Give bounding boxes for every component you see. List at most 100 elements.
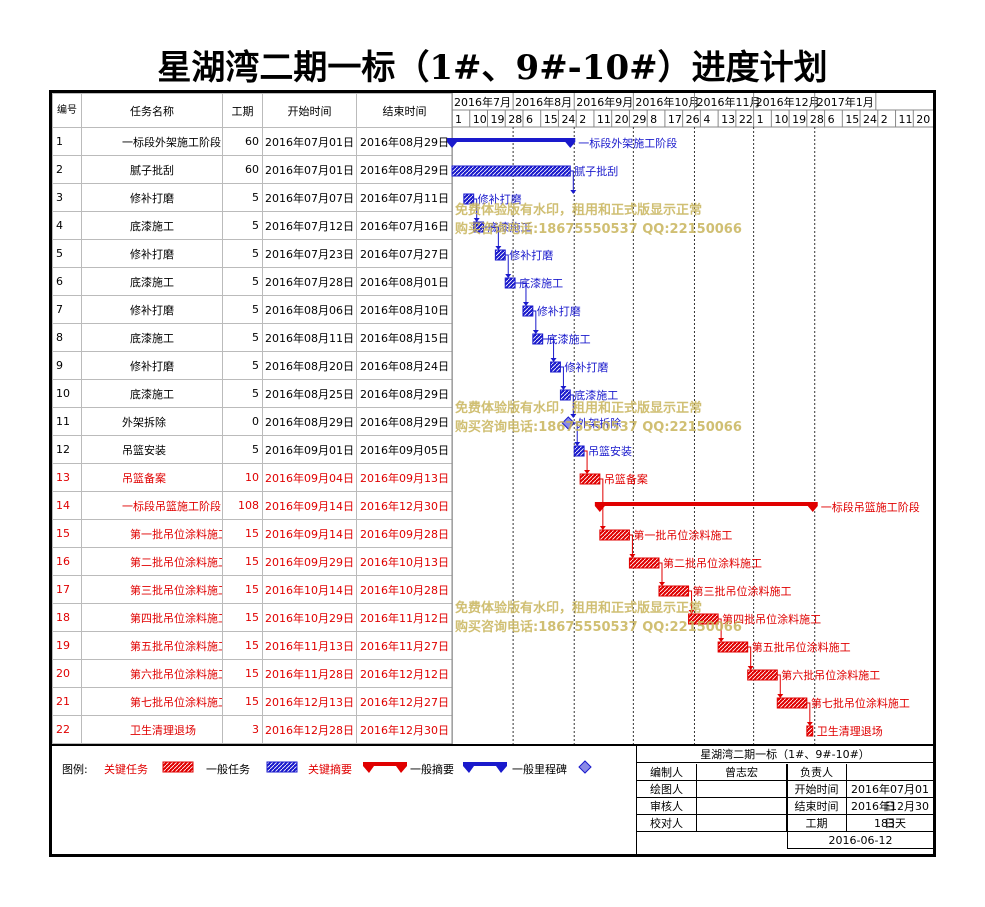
bar-label: 一标段外架施工阶段 xyxy=(578,136,677,150)
dependency-line xyxy=(599,478,604,528)
dependency-line xyxy=(718,618,722,640)
task-start: 2016年07月28日 xyxy=(262,267,357,296)
task-name: 第五批吊位涂料施工 xyxy=(81,631,223,660)
task-end: 2016年09月13日 xyxy=(356,463,453,492)
task-start: 2016年09月14日 xyxy=(262,491,357,520)
legend-critical-task-swatch xyxy=(162,761,194,773)
table-row: 20 第六批吊位涂料施工 15 2016年11月28日 2016年12月12日 xyxy=(52,659,453,688)
col-header-end: 结束时间 xyxy=(356,93,453,128)
bar-label: 外架拆除 xyxy=(577,416,621,430)
dependency-arrow xyxy=(473,218,480,222)
task-bar xyxy=(747,669,778,681)
info-project: 星湖湾二期一标（1#、9#-10#） xyxy=(637,746,934,763)
task-name: 一标段外架施工阶段 xyxy=(81,127,223,156)
dependency-line xyxy=(570,422,578,444)
info-duration: 183天 xyxy=(847,815,934,832)
dependency-arrow xyxy=(550,358,557,362)
bar-label: 吊篮备案 xyxy=(604,472,648,486)
task-end: 2016年12月30日 xyxy=(356,715,453,744)
table-row: 8 底漆施工 5 2016年08月11日 2016年08月15日 xyxy=(52,323,453,352)
task-name: 第三批吊位涂料施工 xyxy=(81,575,223,604)
dependency-arrow xyxy=(505,274,512,278)
task-duration: 60 xyxy=(222,127,263,156)
bar-label: 第四批吊位涂料施工 xyxy=(722,612,821,626)
dependency-line xyxy=(806,702,811,724)
table-row: 22 卫生清理退场 3 2016年12月28日 2016年12月30日 xyxy=(52,715,453,744)
task-bar xyxy=(504,277,516,289)
task-bar xyxy=(451,165,571,177)
bar-label: 底漆施工 xyxy=(547,332,591,346)
day-label: 29 xyxy=(632,113,646,126)
table-row: 17 第三批吊位涂料施工 15 2016年10月14日 2016年10月28日 xyxy=(52,575,453,604)
legend: 图例: 关键任务 一般任务 关键摘要 一般摘要 一般里程碑 xyxy=(52,744,636,856)
dependency-arrow xyxy=(806,722,813,726)
task-bar xyxy=(550,361,561,373)
task-id: 21 xyxy=(52,687,82,716)
dependency-arrow xyxy=(629,554,636,558)
info-divider xyxy=(787,764,788,849)
task-end: 2016年10月28日 xyxy=(356,575,453,604)
dependency-line xyxy=(560,366,564,388)
bar-label: 腻子批刮 xyxy=(574,164,618,178)
day-label: 11 xyxy=(899,113,913,126)
task-start: 2016年09月29日 xyxy=(262,547,357,576)
task-start: 2016年08月06日 xyxy=(262,295,357,324)
dependency-arrow xyxy=(495,246,502,250)
task-duration: 5 xyxy=(222,379,263,408)
summary-bar xyxy=(447,138,576,148)
task-duration: 5 xyxy=(222,435,263,464)
info-date: 2016-06-12 xyxy=(787,832,934,849)
table-row: 21 第七批吊位涂料施工 15 2016年12月13日 2016年12月27日 xyxy=(52,687,453,716)
task-name: 第四批吊位涂料施工 xyxy=(81,603,223,632)
day-label: 24 xyxy=(561,113,575,126)
dependency-arrow xyxy=(532,330,539,334)
info-start: 2016年07月01日 xyxy=(847,781,934,813)
month-label: 2016年11月 xyxy=(696,95,760,109)
bar-label: 第一批吊位涂料施工 xyxy=(633,528,732,542)
month-label: 2016年8月 xyxy=(515,95,572,109)
legend-critical-task: 关键任务 xyxy=(104,763,148,776)
dependency-arrow xyxy=(574,442,581,446)
dependency-arrow xyxy=(777,694,784,698)
task-name: 卫生清理退场 xyxy=(81,715,223,744)
bar-label: 第六批吊位涂料施工 xyxy=(781,668,880,682)
bar-label: 修补打磨 xyxy=(537,304,581,318)
table-row: 2 腻子批刮 60 2016年07月01日 2016年08月29日 xyxy=(52,155,453,184)
task-start: 2016年11月13日 xyxy=(262,631,357,660)
dependency-line xyxy=(515,282,527,304)
task-name: 第六批吊位涂料施工 xyxy=(81,659,223,688)
task-end: 2016年08月29日 xyxy=(356,155,453,184)
task-id: 18 xyxy=(52,603,82,632)
watermark-line2: 购买咨询电话:18675550537 QQ:22150066 xyxy=(455,419,742,435)
task-bar xyxy=(579,473,601,485)
task-name: 修补打磨 xyxy=(81,239,223,268)
info-checker-label: 校对人 xyxy=(637,815,697,832)
bar-label: 第三批吊位涂料施工 xyxy=(693,584,792,598)
task-bar xyxy=(806,725,814,737)
dependency-line xyxy=(505,254,509,276)
dependency-arrow xyxy=(560,386,567,390)
dependency-arrow xyxy=(718,638,725,642)
dependency-line xyxy=(777,674,781,696)
day-label: 6 xyxy=(526,113,533,126)
table-header-row: 编号 任务名称 工期 开始时间 结束时间 xyxy=(52,93,453,128)
table-row: 15 第一批吊位涂料施工 15 2016年09月14日 2016年09月28日 xyxy=(52,519,453,548)
bar-label: 修补打磨 xyxy=(564,360,608,374)
task-name: 底漆施工 xyxy=(81,379,223,408)
bar-label: 第二批吊位涂料施工 xyxy=(663,556,762,570)
task-start: 2016年11月28日 xyxy=(262,659,357,688)
col-header-duration: 工期 xyxy=(222,93,263,128)
info-end-label: 结束时间 xyxy=(787,798,847,815)
task-duration: 60 xyxy=(222,155,263,184)
table-row: 3 修补打磨 5 2016年07月07日 2016年07月11日 xyxy=(52,183,453,212)
task-duration: 3 xyxy=(222,715,263,744)
task-duration: 5 xyxy=(222,323,263,352)
legend-critical-summary-swatch xyxy=(363,762,407,773)
dependency-arrow xyxy=(688,610,695,614)
task-name: 第一批吊位涂料施工 xyxy=(81,519,223,548)
table-row: 18 第四批吊位涂料施工 15 2016年10月29日 2016年11月12日 xyxy=(52,603,453,632)
task-start: 2016年08月20日 xyxy=(262,351,357,380)
task-end: 2016年08月29日 xyxy=(356,127,453,156)
task-duration: 5 xyxy=(222,183,263,212)
task-start: 2016年07月23日 xyxy=(262,239,357,268)
